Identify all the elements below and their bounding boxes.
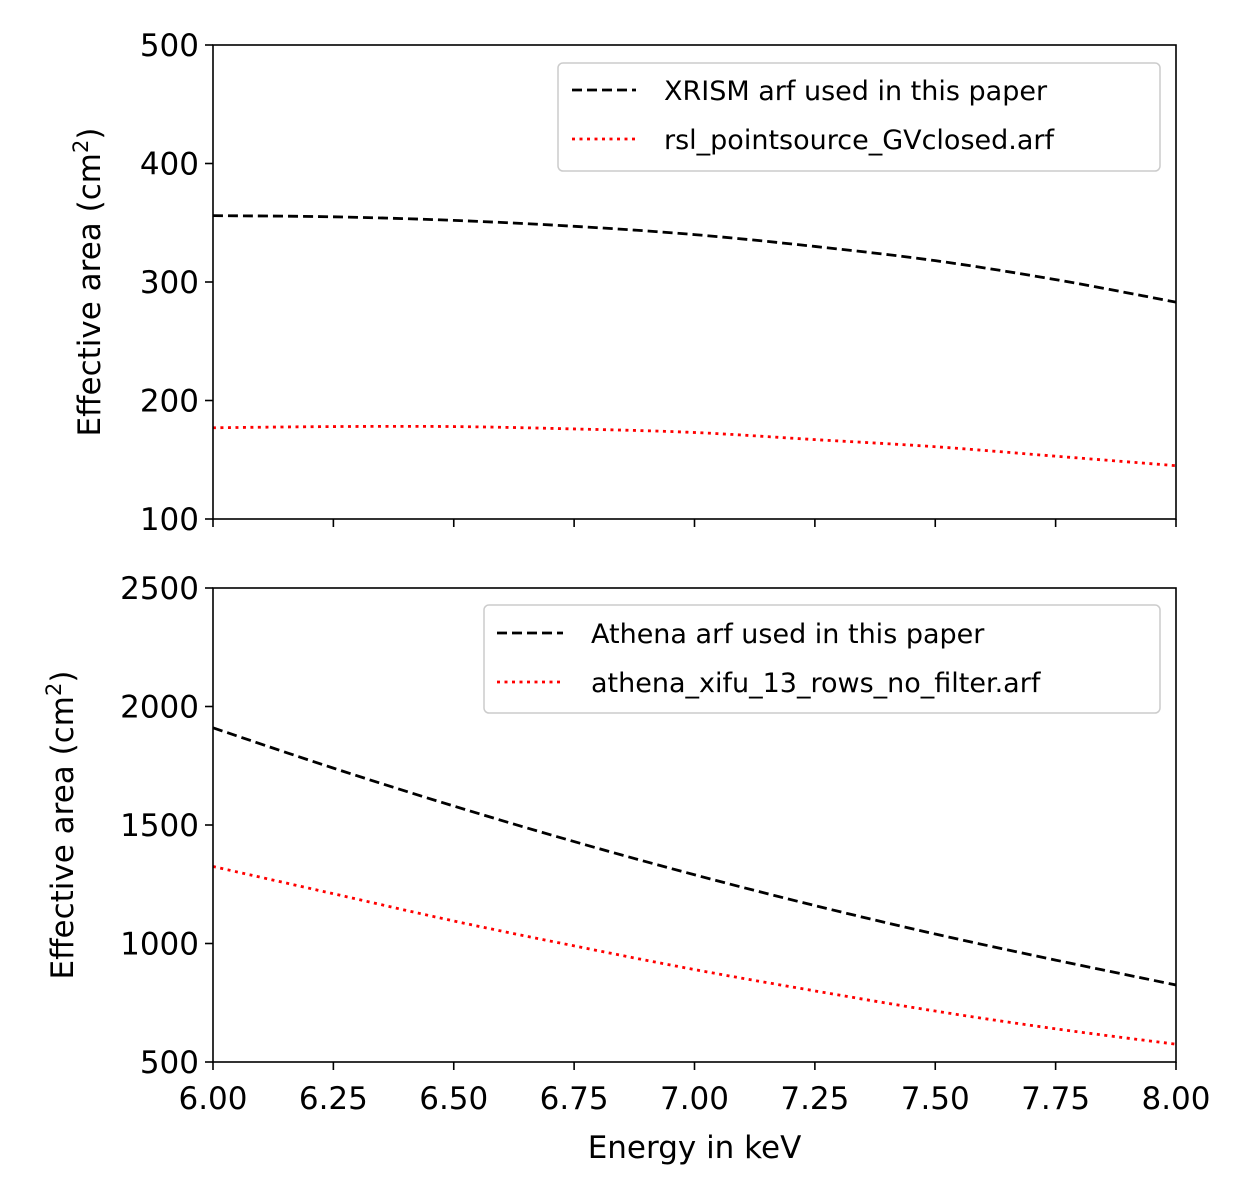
x-tick-label: 8.00 [1141, 1081, 1210, 1117]
y-axis-label: Effective area (cm2) [69, 128, 108, 437]
y-tick-label: 300 [140, 265, 199, 301]
legend: XRISM arf used in this paper rsl_pointsou… [557, 62, 1161, 172]
x-tick-label: 6.25 [299, 1081, 368, 1117]
legend-entry: Athena arf used in this paper [591, 619, 985, 650]
legend: Athena arf used in this paper athena_xifu… [483, 604, 1161, 714]
series-line-reference-arf [213, 424, 1176, 468]
x-tick-label: 7.50 [901, 1081, 970, 1117]
y-tick-label: 500 [140, 28, 199, 64]
x-tick-label: 6.50 [419, 1081, 488, 1117]
x-tick-label: 6.75 [540, 1081, 609, 1117]
series-line-arf-used [213, 726, 1176, 987]
y-tick-label: 1000 [120, 927, 199, 963]
legend-entry: XRISM arf used in this paper [664, 76, 1048, 107]
y-tick-label: 400 [140, 147, 199, 183]
x-tick-label: 6.00 [178, 1081, 247, 1117]
y-tick-label: 100 [140, 502, 199, 538]
y-tick-label: 2000 [120, 690, 199, 726]
legend-entry: rsl_pointsource_GVclosed.arf [664, 125, 1055, 156]
x-tick-label: 7.75 [1021, 1081, 1090, 1117]
series-line-arf-used [213, 214, 1176, 304]
x-axis-label: Energy in keV [588, 1130, 802, 1166]
y-tick-label: 1500 [120, 808, 199, 844]
series-line-reference-arf [213, 865, 1176, 1046]
y-tick-label: 500 [140, 1045, 199, 1081]
x-tick-label: 7.00 [660, 1081, 729, 1117]
x-tick-label: 7.25 [780, 1081, 849, 1117]
bottom-panel: 500 1000 1500 2000 2500 6.00 6.25 6.50 6.75 7.00 7… [42, 571, 1211, 1166]
legend-box [483, 604, 1161, 714]
top-panel: 100 200 300 400 500 Effective area (cm2) XRISM… [69, 28, 1177, 538]
y-tick-label: 2500 [120, 571, 199, 607]
y-axis-label: Effective area (cm2) [42, 671, 81, 980]
legend-entry: athena_xifu_13_rows_no_filter.arf [591, 668, 1042, 699]
y-tick-label: 200 [140, 384, 199, 420]
legend-box [557, 62, 1161, 172]
